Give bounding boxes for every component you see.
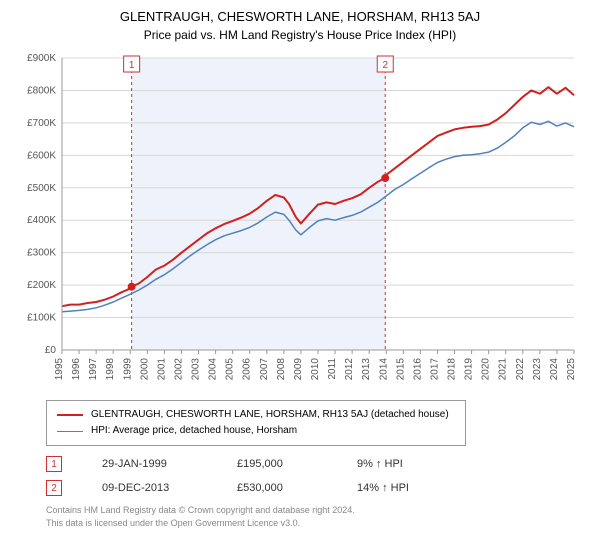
- svg-text:2007: 2007: [259, 358, 270, 381]
- svg-text:2016: 2016: [412, 358, 423, 381]
- svg-text:2003: 2003: [191, 358, 202, 381]
- event-marker: 2: [46, 480, 62, 496]
- event-row: 2 09-DEC-2013 £530,000 14% ↑ HPI: [46, 480, 586, 496]
- svg-text:1: 1: [129, 60, 135, 71]
- event-date: 29-JAN-1999: [102, 458, 197, 470]
- legend-swatch: [57, 414, 83, 416]
- svg-text:2019: 2019: [464, 358, 475, 381]
- svg-text:2018: 2018: [447, 358, 458, 381]
- svg-text:£300K: £300K: [27, 248, 56, 259]
- svg-text:2001: 2001: [156, 358, 167, 381]
- legend-label: GLENTRAUGH, CHESWORTH LANE, HORSHAM, RH1…: [91, 407, 449, 423]
- legend-swatch: [57, 431, 83, 432]
- svg-text:£800K: £800K: [27, 86, 56, 97]
- chart-container: GLENTRAUGH, CHESWORTH LANE, HORSHAM, RH1…: [0, 0, 600, 560]
- svg-text:2002: 2002: [173, 358, 184, 381]
- event-price: £195,000: [237, 458, 317, 470]
- chart-title: GLENTRAUGH, CHESWORTH LANE, HORSHAM, RH1…: [14, 8, 586, 26]
- svg-text:£900K: £900K: [27, 53, 56, 64]
- footer-line: This data is licensed under the Open Gov…: [46, 517, 586, 530]
- svg-text:2012: 2012: [344, 358, 355, 381]
- svg-text:2014: 2014: [378, 358, 389, 381]
- svg-text:2009: 2009: [293, 358, 304, 381]
- svg-text:2000: 2000: [139, 358, 150, 381]
- svg-text:2025: 2025: [566, 358, 577, 381]
- event-row: 1 29-JAN-1999 £195,000 9% ↑ HPI: [46, 456, 586, 472]
- footer-attribution: Contains HM Land Registry data © Crown c…: [46, 504, 586, 529]
- svg-text:2008: 2008: [276, 358, 287, 381]
- svg-text:£0: £0: [45, 345, 57, 356]
- legend-item: GLENTRAUGH, CHESWORTH LANE, HORSHAM, RH1…: [57, 407, 455, 423]
- svg-text:2023: 2023: [532, 358, 543, 381]
- event-hpi: 14% ↑ HPI: [357, 482, 447, 494]
- svg-text:2: 2: [382, 60, 388, 71]
- svg-text:1996: 1996: [71, 358, 82, 381]
- legend-item: HPI: Average price, detached house, Hors…: [57, 423, 455, 439]
- svg-text:£500K: £500K: [27, 183, 56, 194]
- svg-text:2013: 2013: [361, 358, 372, 381]
- svg-text:1999: 1999: [122, 358, 133, 381]
- svg-text:2006: 2006: [242, 358, 253, 381]
- svg-text:2011: 2011: [327, 358, 338, 380]
- legend-label: HPI: Average price, detached house, Hors…: [91, 423, 297, 439]
- svg-text:£200K: £200K: [27, 280, 56, 291]
- event-hpi: 9% ↑ HPI: [357, 458, 447, 470]
- svg-text:2021: 2021: [498, 358, 509, 381]
- footer-line: Contains HM Land Registry data © Crown c…: [46, 504, 586, 517]
- svg-text:£400K: £400K: [27, 215, 56, 226]
- svg-text:2015: 2015: [395, 358, 406, 381]
- svg-text:2005: 2005: [225, 358, 236, 381]
- svg-text:£100K: £100K: [27, 313, 56, 324]
- svg-text:2020: 2020: [481, 358, 492, 381]
- events-table: 1 29-JAN-1999 £195,000 9% ↑ HPI 2 09-DEC-2013…: [46, 456, 586, 496]
- svg-text:1995: 1995: [54, 358, 65, 381]
- chart-subtitle: Price paid vs. HM Land Registry's House …: [14, 28, 586, 42]
- event-marker: 1: [46, 456, 62, 472]
- legend: GLENTRAUGH, CHESWORTH LANE, HORSHAM, RH1…: [46, 400, 466, 446]
- svg-text:2022: 2022: [515, 358, 526, 381]
- svg-text:£600K: £600K: [27, 151, 56, 162]
- svg-text:2017: 2017: [429, 358, 440, 381]
- svg-text:1997: 1997: [88, 358, 99, 381]
- chart-plot: £0 £100K £200K £300K £400K £500K £600K £700K £80…: [14, 50, 586, 390]
- svg-text:2004: 2004: [208, 358, 219, 381]
- svg-text:£700K: £700K: [27, 118, 56, 129]
- event-date: 09-DEC-2013: [102, 482, 197, 494]
- svg-text:2010: 2010: [310, 358, 321, 381]
- svg-text:1998: 1998: [105, 358, 116, 381]
- svg-text:2024: 2024: [549, 358, 560, 381]
- event-price: £530,000: [237, 482, 317, 494]
